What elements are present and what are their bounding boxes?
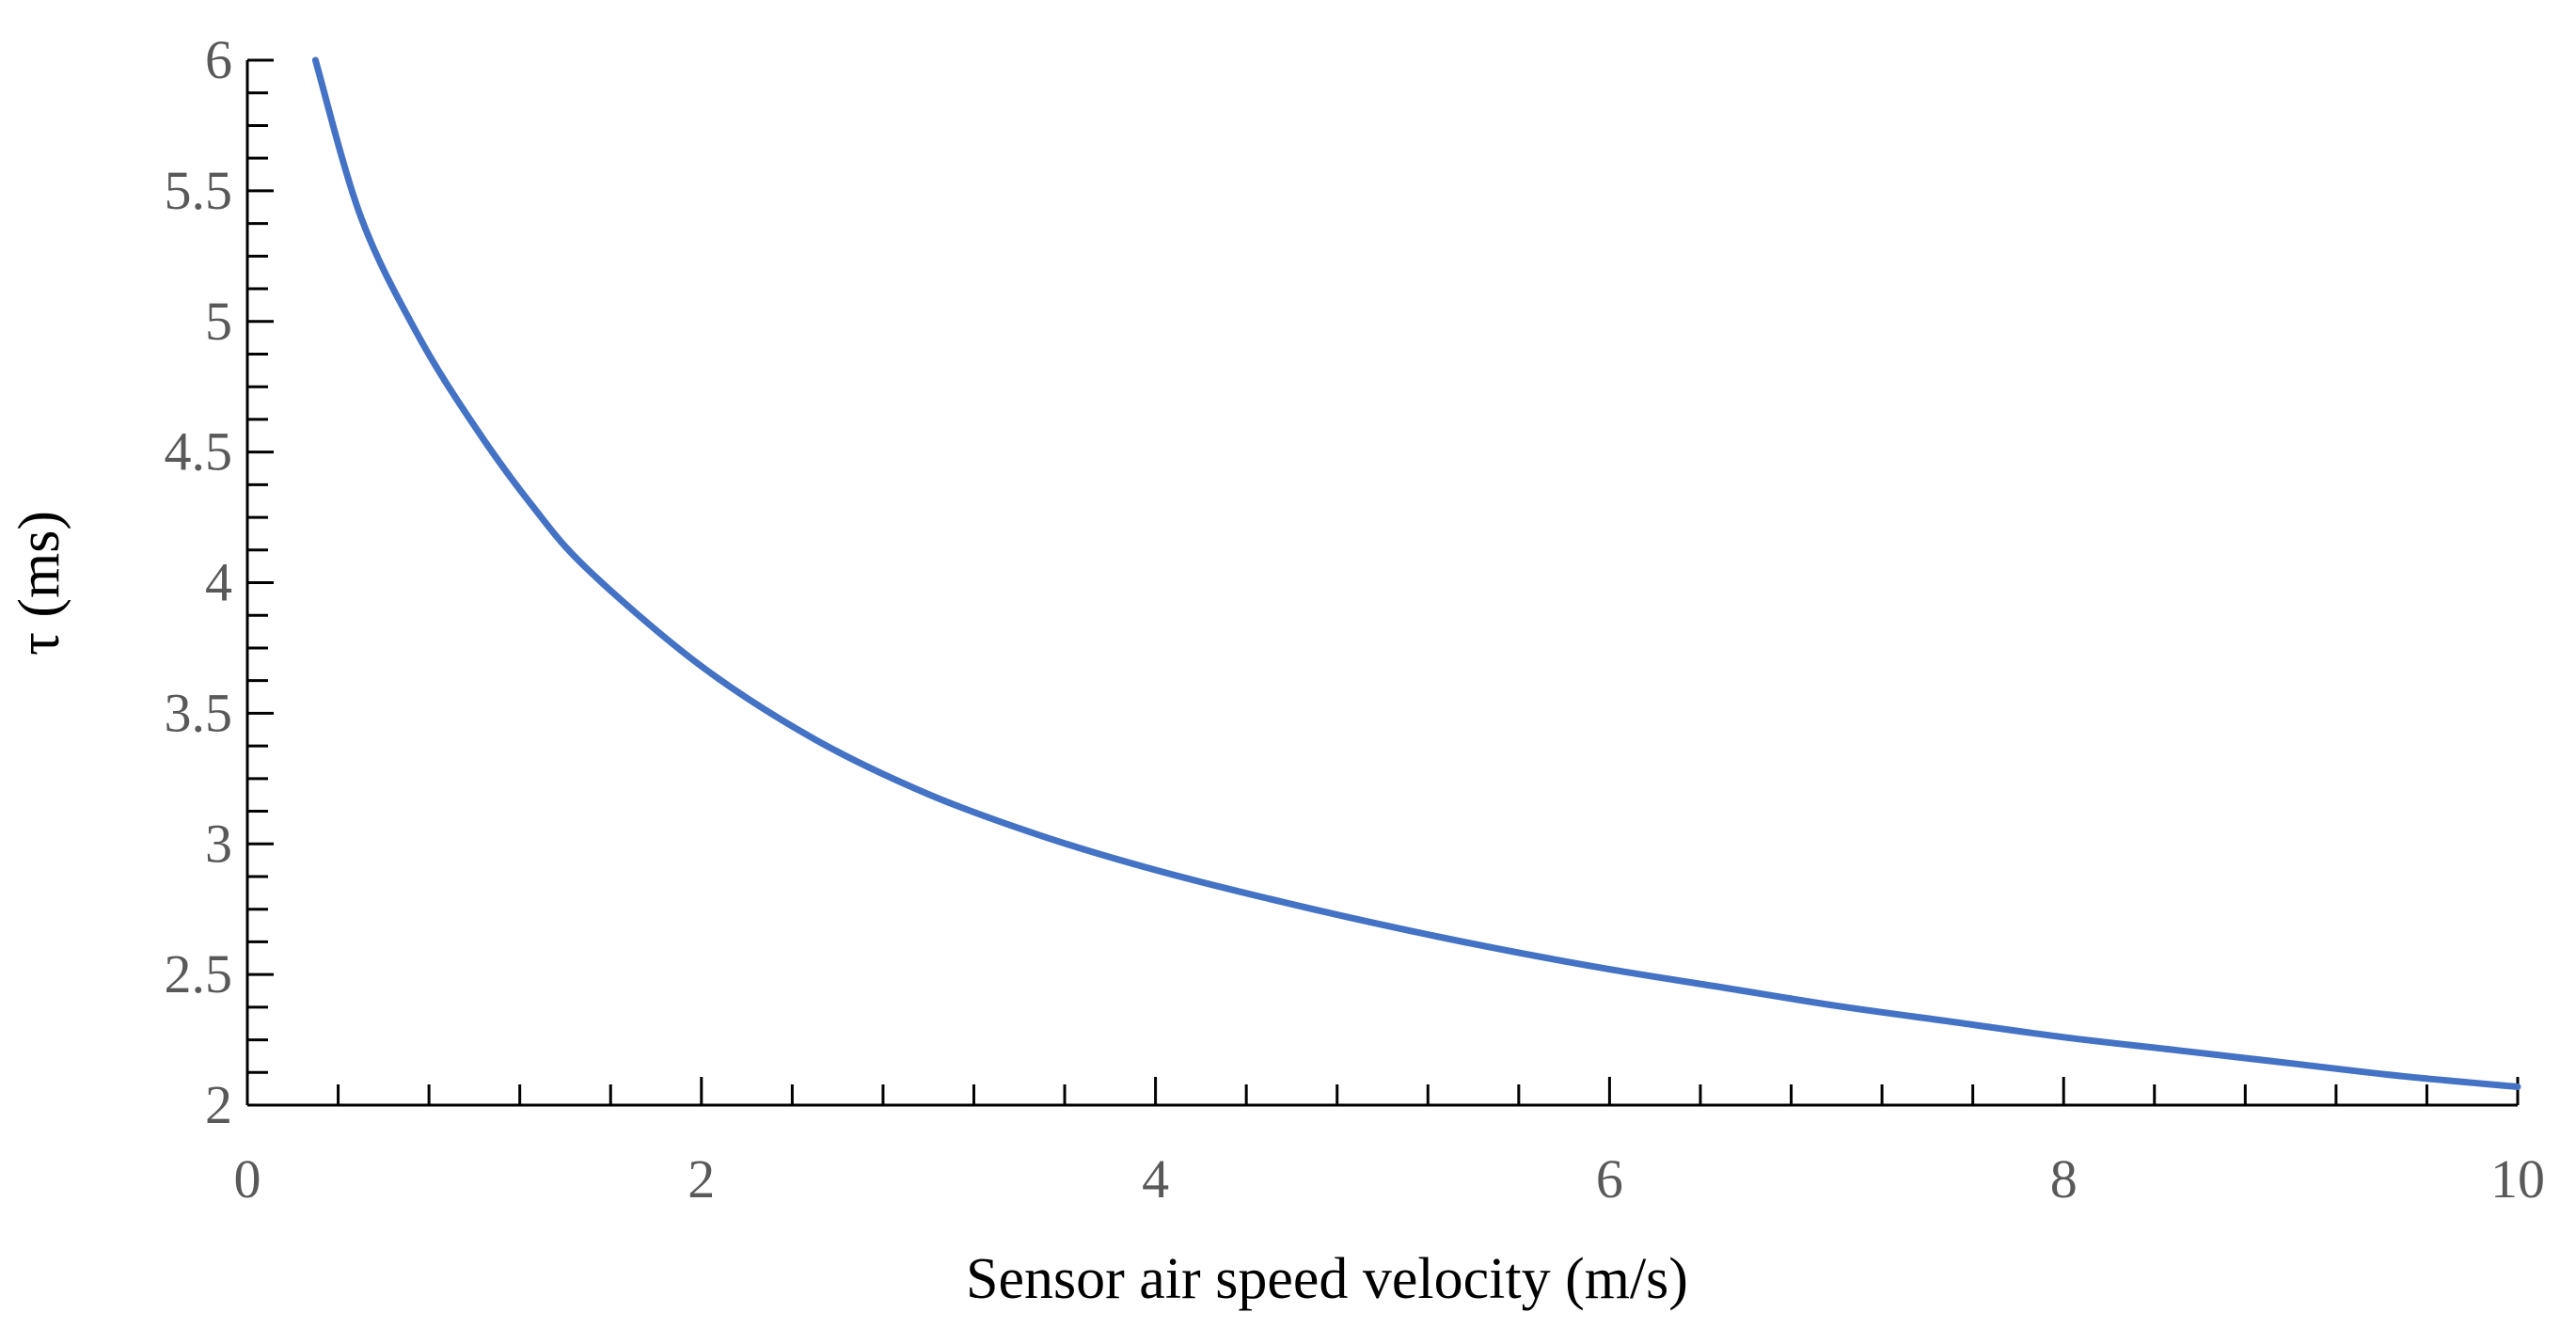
x-tick-label: 6 <box>1596 1148 1623 1210</box>
x-tick-label: 8 <box>2050 1148 2078 1210</box>
y-tick-label: 3 <box>205 813 232 874</box>
x-axis-title: Sensor air speed velocity (m/s) <box>966 1247 1688 1311</box>
series-layer <box>311 56 2521 1091</box>
y-tick-label: 6 <box>205 29 232 90</box>
series-line-tau <box>311 56 2521 1091</box>
y-tick-label: 2 <box>205 1074 232 1135</box>
x-tick-label: 10 <box>2490 1148 2545 1210</box>
y-tick-label: 4 <box>205 552 232 613</box>
x-tick-label: 4 <box>1142 1148 1169 1210</box>
y-axis-title: τ (ms) <box>8 511 71 656</box>
y-tick-label: 5 <box>205 291 232 352</box>
x-tick-label: 0 <box>234 1148 261 1210</box>
x-tick-label: 2 <box>687 1148 715 1210</box>
y-tick-label: 2.5 <box>165 943 233 1004</box>
y-tick-label: 4.5 <box>165 421 233 482</box>
x-tick-labels: 0 2 4 6 8 10 <box>234 1148 2546 1210</box>
major-ticks <box>247 58 2520 1105</box>
y-tick-label: 3.5 <box>165 682 233 743</box>
y-tick-label: 5.5 <box>165 160 233 221</box>
minor-ticks <box>247 91 2428 1105</box>
y-tick-labels: 2 2.5 3 3.5 4 4.5 5 5.5 6 <box>165 29 233 1135</box>
